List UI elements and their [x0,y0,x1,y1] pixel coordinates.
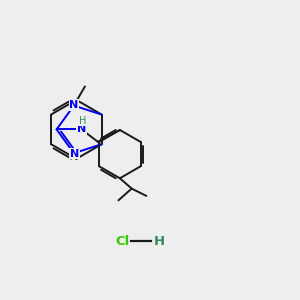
Text: N: N [69,100,79,110]
Text: N: N [70,149,79,159]
Text: N: N [77,124,86,134]
Text: H: H [79,116,86,126]
Text: H: H [154,235,165,248]
Text: Cl: Cl [115,235,129,248]
